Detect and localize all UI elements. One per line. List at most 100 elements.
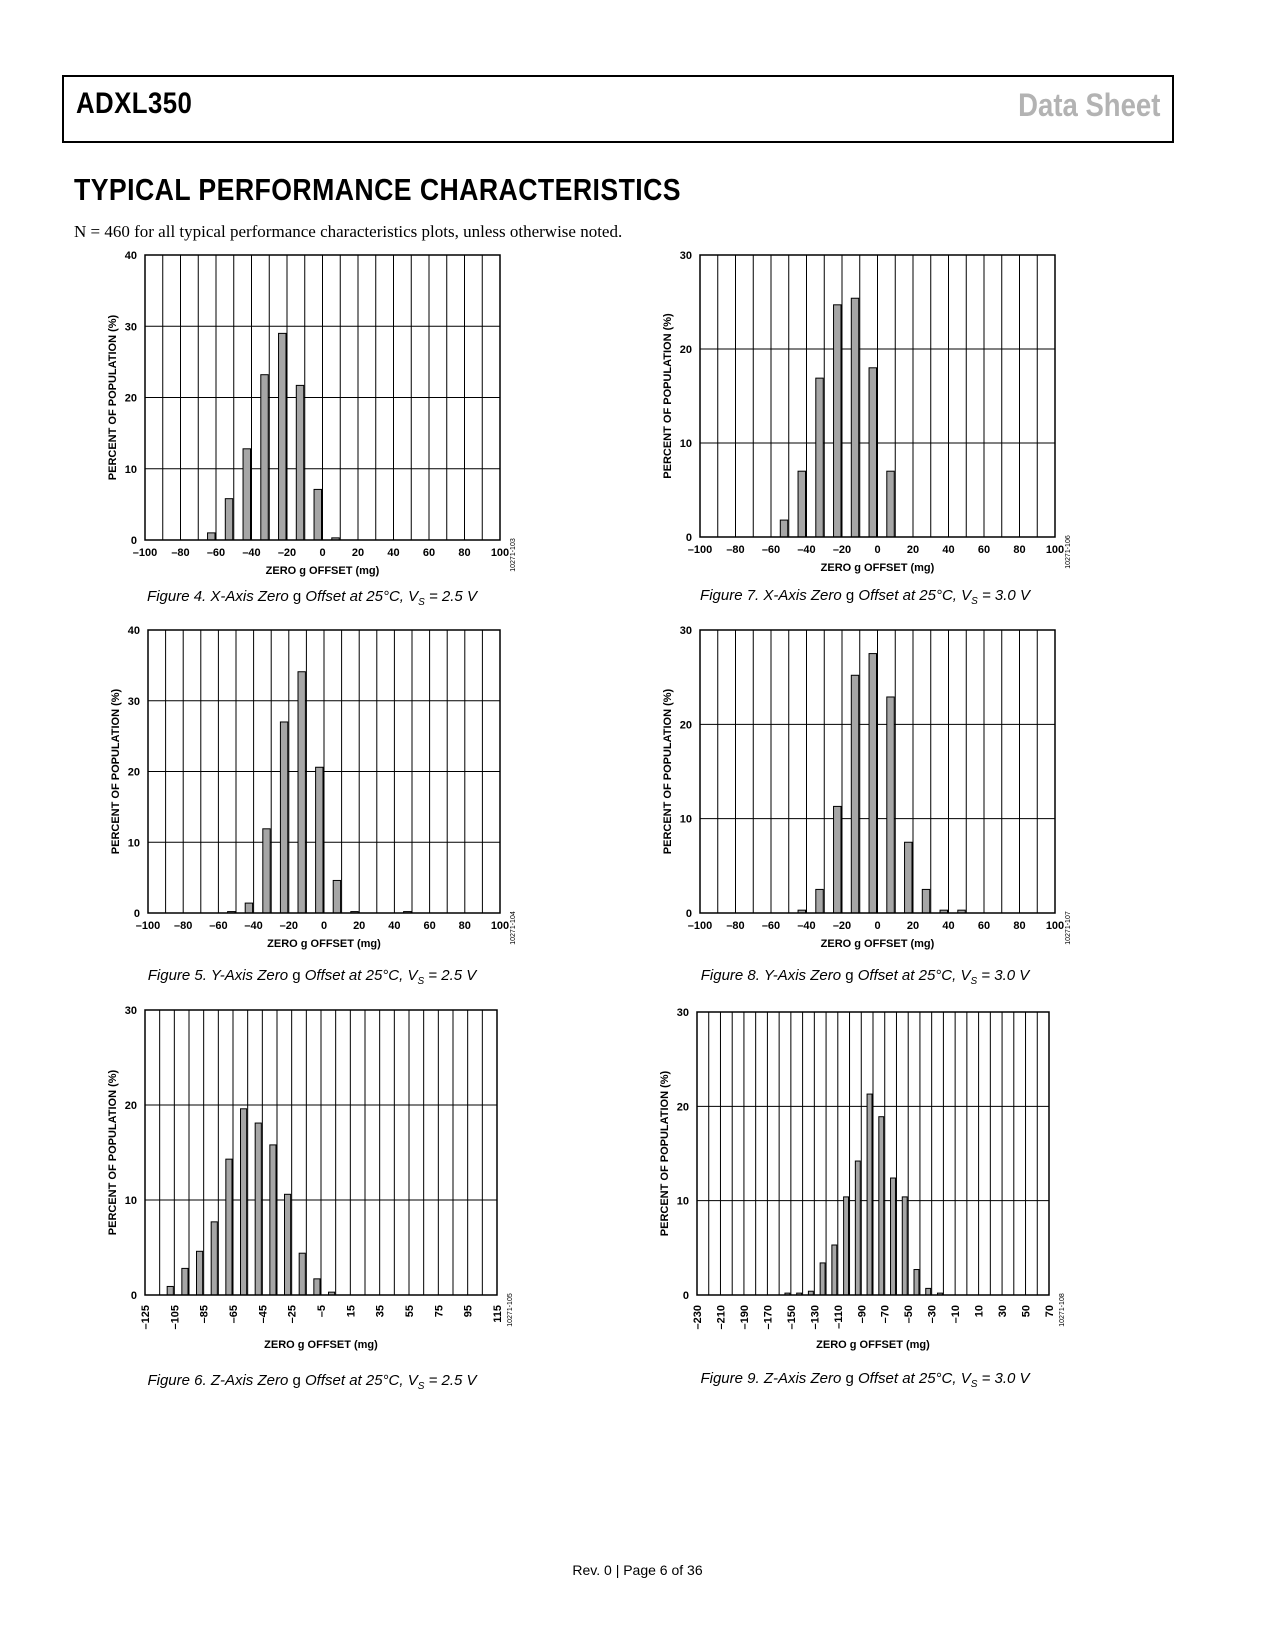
caption-part: g [292, 967, 301, 984]
x-tick-label: 20 [352, 547, 364, 559]
x-tick-label: 80 [458, 547, 470, 559]
x-tick-label: –110 [833, 1305, 845, 1329]
figure-caption: Figure 8. Y-Axis Zero g Offset at 25°C, … [585, 967, 1145, 987]
bar [331, 537, 340, 541]
bar [295, 384, 305, 541]
x-tick-label: –80 [174, 920, 192, 932]
x-tick-label: –50 [903, 1305, 915, 1323]
plot-frame [147, 629, 501, 914]
x-axis-label: ZERO g OFFSET (mg) [816, 1339, 930, 1351]
x-tick-label: 60 [423, 920, 435, 932]
bar [262, 828, 271, 914]
x-tick-label: –40 [242, 547, 260, 559]
x-tick-label: 40 [942, 920, 954, 932]
y-tick-label: 10 [680, 438, 692, 450]
x-tick-label: 100 [491, 547, 509, 559]
x-tick-label: –60 [762, 920, 780, 932]
x-tick-label: –60 [207, 547, 225, 559]
x-tick-label: –170 [762, 1305, 774, 1329]
x-tick-label: –230 [692, 1305, 704, 1329]
x-tick-label: 10 [974, 1305, 986, 1317]
bar [350, 911, 359, 914]
x-tick-label: –100 [688, 920, 712, 932]
x-tick-label: –20 [278, 547, 296, 559]
x-tick-label: 95 [463, 1305, 475, 1317]
y-tick-label: 30 [128, 696, 140, 708]
x-tick-label: –190 [739, 1305, 751, 1329]
y-tick-label: 10 [680, 814, 692, 826]
caption-part: Offset at 25°C, V [301, 588, 419, 605]
x-tick-label: –25 [287, 1305, 299, 1323]
figure-caption: Figure 9. Z-Axis Zero g Offset at 25°C, … [585, 1370, 1145, 1390]
plot-frame [144, 1009, 498, 1296]
y-axis-label: PERCENT OF POPULATION (%) [662, 688, 674, 854]
y-tick-label: 30 [680, 625, 692, 637]
x-tick-label: 30 [997, 1305, 1009, 1317]
x-tick-label: –70 [880, 1305, 892, 1323]
bar [797, 909, 806, 914]
figure-caption: Figure 5. Y-Axis Zero g Offset at 25°C, … [32, 967, 592, 987]
bar [796, 1292, 803, 1296]
x-tick-label: –210 [715, 1305, 727, 1329]
chart-1-plot: 0 10 20 30 40 –100 –80 –60 –40 –20 0 20 40 60 80 100 ZER… [107, 250, 517, 577]
y-tick-label: 30 [125, 321, 137, 333]
x-tick-label: –65 [228, 1305, 240, 1323]
product-name: ADXL350 [76, 87, 193, 120]
bar [901, 1196, 908, 1296]
x-tick-label: 60 [423, 547, 435, 559]
x-tick-label: –80 [726, 544, 744, 556]
chart-3-plot: 0 10 20 30 –125 –105 –85 –65 –45 –25 –5 15 35 55 75 95 1… [107, 1005, 514, 1351]
caption-part: = 2.5 V [424, 588, 477, 605]
x-tick-label: 40 [388, 920, 400, 932]
bar [815, 888, 824, 914]
y-axis-label: PERCENT OF POPULATION (%) [662, 313, 674, 479]
section-title: TYPICAL PERFORMANCE CHARACTERISTICS [74, 172, 682, 207]
y-tick-label: 30 [125, 1005, 137, 1017]
y-axis-label: PERCENT OF POPULATION (%) [107, 1069, 119, 1235]
x-tick-label: 50 [1021, 1305, 1033, 1317]
header-box: ADXL350 Data Sheet [62, 75, 1174, 143]
x-tick-label: 115 [492, 1305, 504, 1323]
caption-part: g [845, 967, 854, 984]
x-tick-label: 35 [375, 1305, 387, 1317]
caption-part: g [292, 1372, 301, 1389]
doc-type: Data Sheet [1017, 87, 1160, 123]
y-tick-label: 10 [128, 837, 140, 849]
x-tick-label: –130 [809, 1305, 821, 1329]
y-axis-label: PERCENT OF POPULATION (%) [107, 314, 119, 480]
bar [921, 888, 931, 914]
figure-caption: Figure 7. X-Axis Zero g Offset at 25°C, … [585, 587, 1145, 607]
bar [807, 1290, 814, 1296]
x-tick-label: 40 [387, 547, 399, 559]
bar [843, 1196, 850, 1296]
plot-frame [699, 254, 1056, 538]
caption-part: Figure 9. Z-Axis Zero [700, 1370, 846, 1387]
x-tick-label: 20 [353, 920, 365, 932]
bar [890, 1177, 896, 1296]
bar [242, 448, 251, 541]
bar [313, 1278, 321, 1296]
plot-frame [696, 1011, 1050, 1296]
bar [831, 1244, 838, 1296]
bar [850, 297, 860, 538]
caption-part: Figure 5. Y-Axis Zero [147, 967, 293, 984]
bar [957, 909, 966, 914]
x-tick-label: 100 [491, 920, 509, 932]
bar [254, 1122, 262, 1296]
bar [315, 766, 324, 914]
x-tick-label: 60 [978, 544, 990, 556]
caption-part: g [845, 587, 855, 604]
figure-caption: Figure 6. Z-Axis Zero g Offset at 25°C, … [32, 1372, 592, 1392]
x-tick-label: –105 [169, 1305, 181, 1329]
bar [866, 1093, 873, 1296]
caption-part: = 3.0 V [977, 1370, 1030, 1387]
caption-part: S [418, 597, 425, 608]
bar [297, 671, 306, 914]
y-tick-label: 0 [686, 908, 692, 920]
caption-part: g [292, 588, 302, 605]
x-tick-label: 0 [319, 547, 325, 559]
caption-part: Offset at 25°C, V [853, 967, 971, 984]
bar [224, 498, 234, 541]
